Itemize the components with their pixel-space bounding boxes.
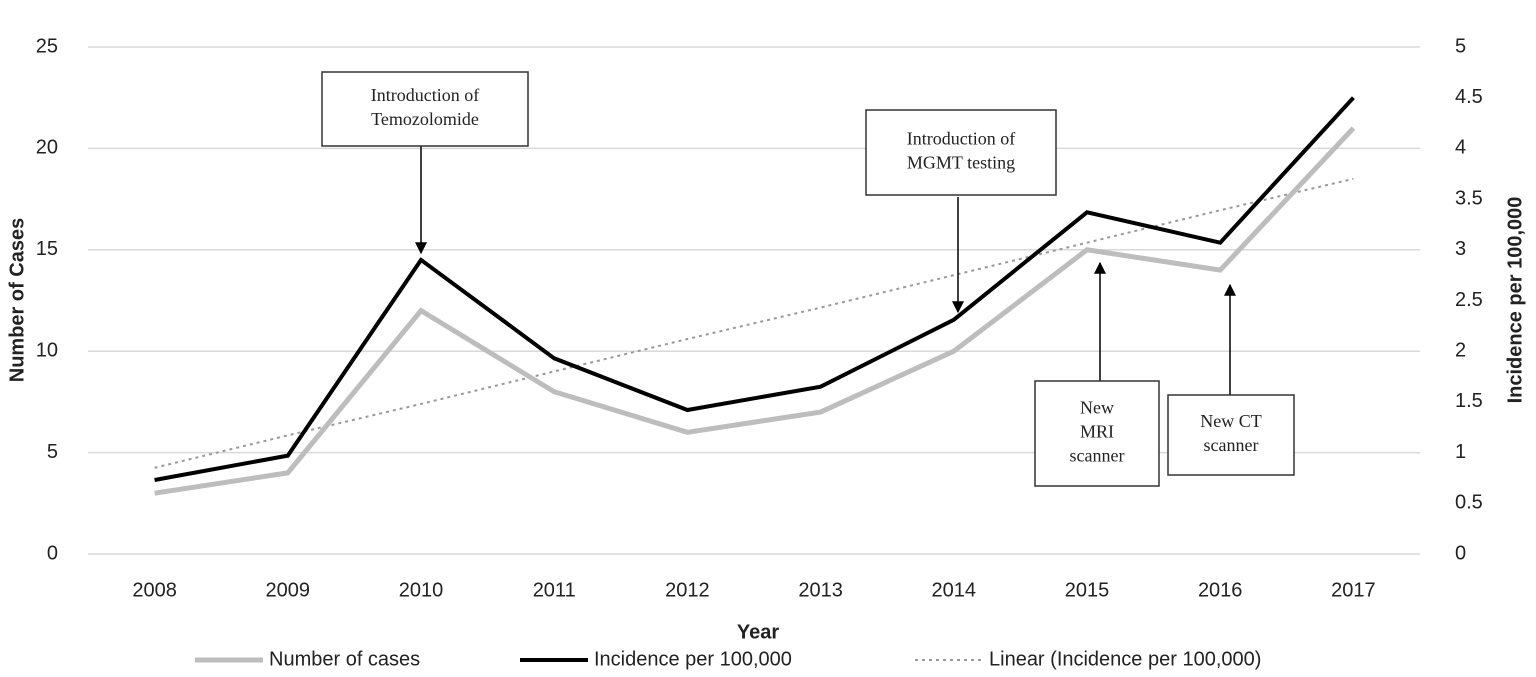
y2-axis-title: Incidence per 100,000 [1504, 197, 1526, 404]
x-tick-label: 2016 [1198, 579, 1243, 601]
y2-tick-label: 2 [1455, 339, 1466, 361]
y2-tick-label: 4.5 [1455, 86, 1483, 108]
series-line [154, 177, 1354, 469]
y2-tick-label: 5 [1455, 35, 1466, 57]
x-tick-label: 2010 [399, 579, 444, 601]
y2-tick-label: 3.5 [1455, 187, 1483, 209]
annotation-box [865, 109, 1057, 196]
y2-tick-label: 1 [1455, 441, 1466, 463]
y-tick-label: 5 [47, 441, 58, 463]
legend-label: Linear (Incidence per 100,000) [989, 648, 1261, 670]
y2-tick-label: 4 [1455, 137, 1466, 159]
annotation-text: New [1080, 398, 1114, 418]
y-tick-label: 10 [36, 339, 58, 361]
legend-label: Number of cases [269, 648, 420, 670]
x-tick-label: 2015 [1065, 579, 1110, 601]
annotation-box [1034, 380, 1160, 487]
x-tick-label: 2017 [1331, 579, 1376, 601]
y-tick-label: 20 [36, 137, 58, 159]
y2-tick-label: 0.5 [1455, 492, 1483, 514]
x-tick-label: 2009 [266, 579, 311, 601]
x-tick-label: 2013 [798, 579, 843, 601]
annotation-text: Temozolomide [371, 109, 479, 129]
x-tick-label: 2012 [665, 579, 710, 601]
x-tick-label: 2011 [533, 579, 576, 601]
annotation-box [321, 71, 529, 147]
series-line [154, 96, 1355, 482]
x-axis-title: Year [737, 621, 779, 643]
y-tick-label: 25 [36, 35, 58, 57]
y2-tick-label: 3 [1455, 238, 1466, 260]
annotation-text: New CT [1200, 411, 1262, 431]
annotation-text: MGMT testing [907, 153, 1015, 173]
annotation-box [1167, 394, 1295, 476]
y2-tick-label: 0 [1455, 542, 1466, 564]
annotation-text: MRI [1080, 422, 1114, 442]
y2-tick-label: 1.5 [1455, 390, 1483, 412]
legend-label: Incidence per 100,000 [594, 648, 792, 670]
y-tick-label: 15 [36, 238, 58, 260]
x-tick-label: 2014 [932, 579, 977, 601]
annotation-text: Introduction of [907, 129, 1015, 149]
annotation-text: Introduction of [371, 85, 479, 105]
series-line [154, 126, 1356, 496]
annotation-text: scanner [1204, 435, 1259, 455]
y-tick-label: 0 [47, 542, 58, 564]
y-axis-title: Number of Cases [6, 218, 28, 383]
annotation-text: scanner [1070, 446, 1125, 466]
x-tick-label: 2008 [132, 579, 177, 601]
y2-tick-label: 2.5 [1455, 289, 1483, 311]
